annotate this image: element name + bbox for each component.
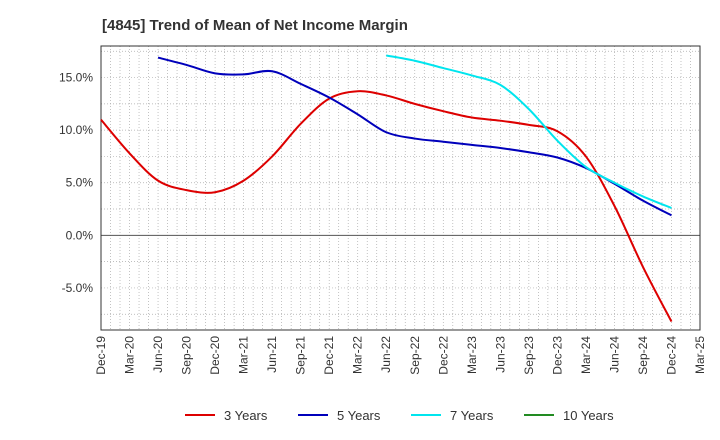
x-tick-label: Jun-24 xyxy=(607,336,621,373)
series-line-3-years xyxy=(100,90,673,323)
x-tick-label: Jun-23 xyxy=(493,336,507,373)
x-tick-label: Jun-20 xyxy=(151,336,165,373)
x-tick-label: Dec-23 xyxy=(550,336,564,375)
x-tick-label: Mar-20 xyxy=(123,336,137,374)
legend-label-3-years: 3 Years xyxy=(224,408,268,423)
series-lines xyxy=(100,54,673,323)
y-tick-label: 10.0% xyxy=(59,123,93,137)
x-tick-label: Jun-21 xyxy=(265,336,279,373)
x-tick-label: Mar-22 xyxy=(351,336,365,374)
x-tick-label: Dec-19 xyxy=(94,336,108,375)
x-tick-label: Mar-21 xyxy=(237,336,251,374)
y-tick-label: 15.0% xyxy=(59,71,93,85)
grid xyxy=(101,46,700,330)
x-tick-label: Dec-22 xyxy=(436,336,450,375)
y-tick-label: 5.0% xyxy=(66,176,94,190)
x-tick-label: Dec-24 xyxy=(664,336,678,375)
x-tick-label: Jun-22 xyxy=(379,336,393,373)
x-tick-label: Mar-25 xyxy=(693,336,707,374)
axes: 15.0% 10.0% 5.0% 0.0% -5.0% Dec-19 Mar-20 Jun-2… xyxy=(59,45,707,375)
x-tick-label: Sep-24 xyxy=(636,336,650,375)
x-tick-label: Sep-20 xyxy=(180,336,194,375)
x-tick-label: Sep-21 xyxy=(294,336,308,375)
x-tick-label: Mar-23 xyxy=(465,336,479,374)
x-tick-label: Sep-23 xyxy=(522,336,536,375)
plot-area xyxy=(100,45,701,331)
x-tick-label: Dec-21 xyxy=(322,336,336,375)
legend-label-5-years: 5 Years xyxy=(337,408,381,423)
legend-label-7-years: 7 Years xyxy=(450,408,494,423)
legend: 3 Years 5 Years 7 Years 10 Years xyxy=(185,408,614,423)
x-tick-label: Sep-22 xyxy=(408,336,422,375)
legend-label-10-years: 10 Years xyxy=(563,408,614,423)
chart-title: [4845] Trend of Mean of Net Income Margi… xyxy=(102,17,408,34)
series-line-7-years xyxy=(386,54,672,209)
y-tick-label: -5.0% xyxy=(62,281,94,295)
y-tick-label: 0.0% xyxy=(66,228,94,242)
x-tick-label: Mar-24 xyxy=(579,336,593,374)
x-tick-label: Dec-20 xyxy=(208,336,222,375)
